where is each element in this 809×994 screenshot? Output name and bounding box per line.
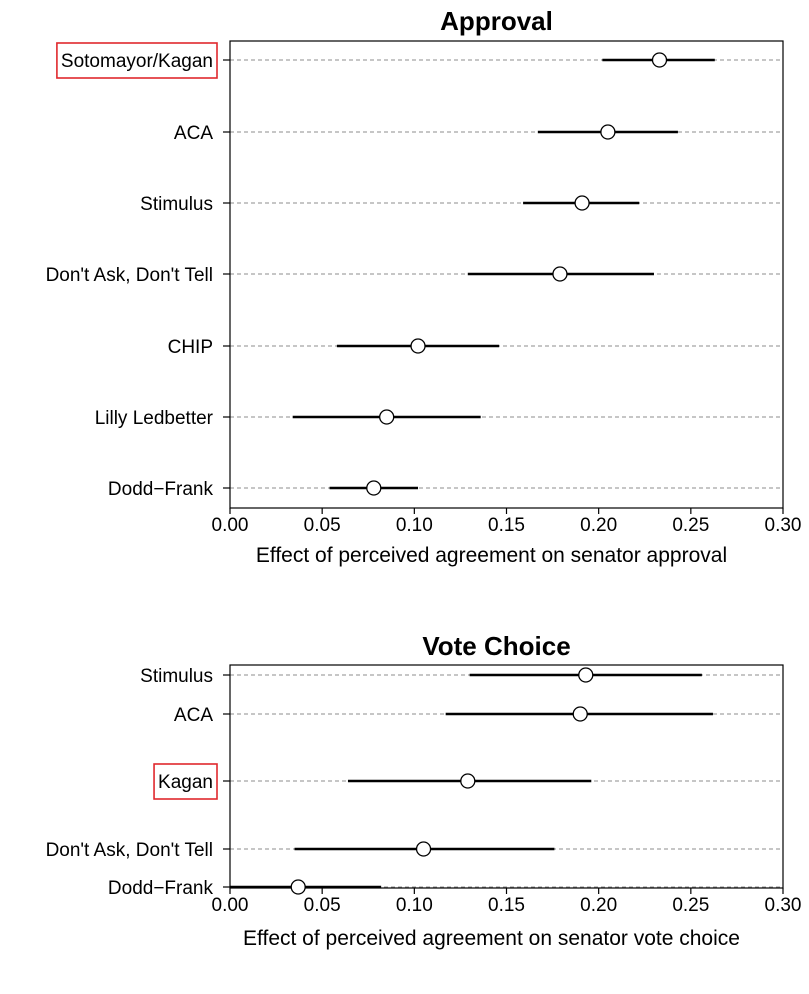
category-label: Lilly Ledbetter [95,408,214,429]
x-tick-label: 0.20 [580,895,617,916]
category-label: Don't Ask, Don't Tell [46,840,213,861]
highlight-box [153,763,218,800]
point-estimate [415,841,432,857]
plot-frame [229,664,784,889]
category-label: Dodd−Frank [108,479,214,500]
x-tick-label: 0.05 [304,895,341,916]
x-tick-label: 0.30 [765,515,802,536]
category-label: ACA [174,123,213,144]
chart-title: Vote Choice [422,631,570,661]
highlight-box [56,42,218,79]
point-estimate [572,706,588,722]
x-tick-label: 0.25 [672,895,709,916]
point-estimate [410,338,426,354]
point-estimate [574,195,590,211]
x-tick-label: 0.30 [765,895,802,916]
point-estimate [460,773,476,789]
point-estimate [651,52,668,68]
category-label: Stimulus [140,194,213,215]
point-estimate [379,409,395,425]
point-estimate [366,480,382,496]
point-estimate [600,124,616,140]
x-tick-label: 0.15 [488,515,525,536]
x-axis-label: Effect of perceived agreement on senator… [256,544,727,567]
category-label: CHIP [168,337,213,358]
x-tick-label: 0.05 [304,515,341,536]
category-label: Sotomayor/Kagan [61,51,213,72]
point-estimate [290,879,306,895]
category-label: Kagan [158,772,213,793]
category-label: Don't Ask, Don't Tell [46,265,213,286]
point-estimate [552,266,568,282]
chart-title: Approval [440,6,553,36]
x-tick-label: 0.25 [672,515,709,536]
x-tick-label: 0.00 [212,515,249,536]
panel-approval: Approval Sotomayor/Kagan ACA Stimulus Don't … [46,6,802,567]
x-tick-label: 0.20 [580,515,617,536]
x-tick-label: 0.00 [212,895,249,916]
point-estimate [578,667,594,683]
x-axis-label: Effect of perceived agreement on senator… [243,927,740,950]
category-label: Stimulus [140,666,213,687]
x-tick-label: 0.15 [488,895,525,916]
panel-vote-choice: Vote Choice Stimulus ACA Kagan Don't Ask, Do… [46,631,802,950]
x-tick-label: 0.10 [396,895,433,916]
category-label: Dodd−Frank [108,878,214,899]
category-label: ACA [174,705,213,726]
x-tick-label: 0.10 [396,515,433,536]
